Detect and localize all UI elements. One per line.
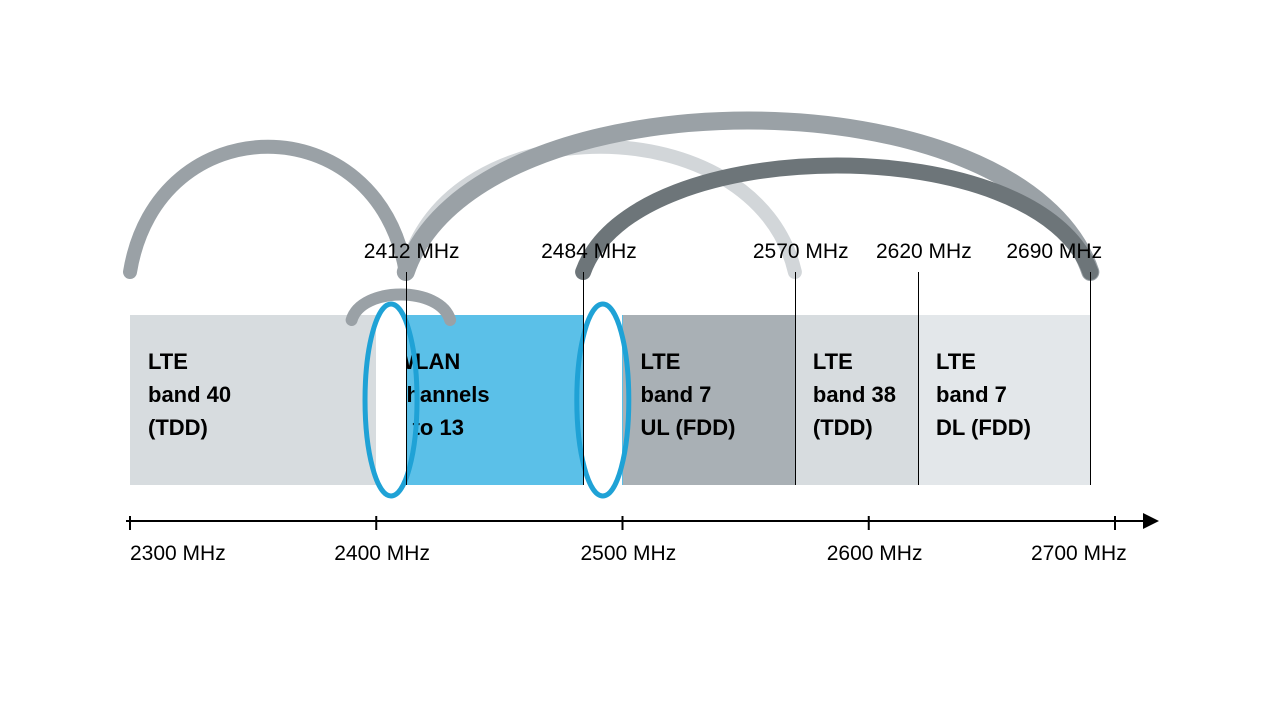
band-label-lte38: LTEband 38(TDD) [813, 345, 896, 444]
interference-arc-2 [406, 121, 1091, 273]
bottom-tick-2400: 2400 MHz [334, 542, 430, 566]
bottom-tick-2600: 2600 MHz [827, 542, 923, 566]
bottom-tick-2700: 2700 MHz [1031, 542, 1127, 566]
top-tick-2484: 2484 MHz [541, 240, 637, 264]
spectrum-diagram: LTEband 40(TDD) WLANchannels1 to 13 LTEban… [0, 0, 1280, 720]
band-label-lte7ul: LTEband 7UL (FDD) [641, 345, 736, 444]
top-tick-2620: 2620 MHz [876, 240, 972, 264]
guide-line-2412 [406, 272, 407, 485]
top-tick-2690: 2690 MHz [1006, 240, 1102, 264]
bottom-tick-2300: 2300 MHz [130, 542, 226, 566]
band-label-lte7dl: LTEband 7DL (FDD) [936, 345, 1031, 444]
band-lte7dl: LTEband 7DL (FDD) [918, 315, 1090, 485]
spectrum-gap-0 [376, 315, 406, 485]
bottom-tick-2500: 2500 MHz [581, 542, 677, 566]
guide-line-2570 [795, 272, 796, 485]
band-lte38: LTEband 38(TDD) [795, 315, 918, 485]
frequency-axis [126, 520, 1151, 522]
spectrum-gap-1 [583, 315, 622, 485]
guide-line-2690 [1090, 272, 1091, 485]
top-tick-2570: 2570 MHz [753, 240, 849, 264]
band-lte40: LTEband 40(TDD) [130, 315, 376, 485]
band-lte7ul: LTEband 7UL (FDD) [623, 315, 795, 485]
band-label-wlan: WLANchannels1 to 13 [394, 345, 489, 444]
band-label-lte40: LTEband 40(TDD) [148, 345, 231, 444]
guide-line-2620 [918, 272, 919, 485]
guide-line-2484 [583, 272, 584, 485]
top-tick-2412: 2412 MHz [364, 240, 460, 264]
